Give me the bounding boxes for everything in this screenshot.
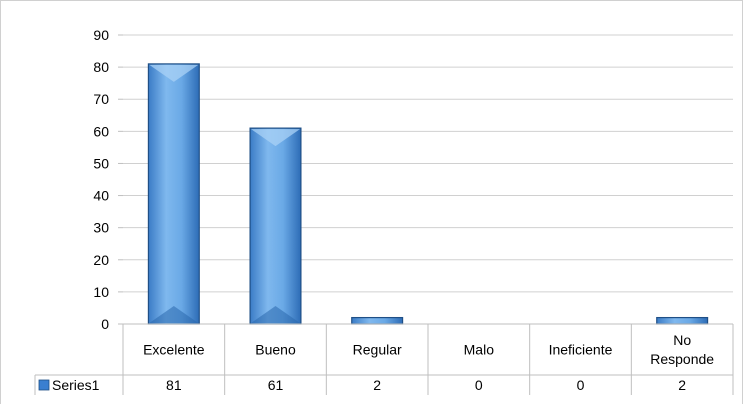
y-tick-label: 10 (93, 284, 109, 300)
data-table: Excelente Bueno Regular Malo Ineficiente No Re… (34, 323, 734, 395)
bar-no-responde (656, 316, 709, 325)
data-value: 0 (577, 377, 585, 393)
category-label: Excelente (143, 342, 205, 358)
bar-top-bevel (251, 129, 300, 147)
bar-excelente (147, 63, 200, 325)
bar-body (147, 63, 200, 325)
y-tick-label: 50 (93, 155, 109, 171)
y-tick-label: 30 (93, 220, 109, 236)
bar-bottom-bevel (149, 306, 199, 323)
y-tick-label: 80 (93, 59, 109, 75)
y-tick-label: 70 (93, 91, 109, 107)
category-label: Malo (464, 342, 495, 358)
bars (147, 63, 709, 325)
y-tick-label: 40 (93, 188, 109, 204)
data-value: 0 (475, 377, 483, 393)
category-label: Bueno (255, 342, 296, 358)
bar-bottom-bevel (251, 306, 300, 323)
y-tick-label: 0 (101, 316, 109, 332)
bar-body (249, 127, 302, 325)
bar-top-bevel (149, 64, 199, 82)
series-name: Series1 (52, 377, 100, 393)
data-value: 2 (373, 377, 381, 393)
category-label: Ineficiente (549, 342, 613, 358)
y-tick-label: 90 (93, 27, 109, 43)
data-value: 81 (166, 377, 182, 393)
bar-body (351, 316, 404, 325)
category-label: Regular (353, 342, 402, 358)
y-axis-tick-labels: 0 10 20 30 40 50 60 70 80 90 (93, 27, 109, 332)
y-tick-label: 60 (93, 123, 109, 139)
y-tick-label: 20 (93, 252, 109, 268)
bar-body (656, 316, 709, 325)
data-value: 2 (678, 377, 686, 393)
bar-regular (351, 316, 404, 325)
gridlines (118, 34, 733, 325)
category-label: No Responde (650, 332, 714, 367)
legend-key (38, 379, 50, 391)
data-value: 61 (268, 377, 284, 393)
bar-bueno (249, 127, 302, 325)
